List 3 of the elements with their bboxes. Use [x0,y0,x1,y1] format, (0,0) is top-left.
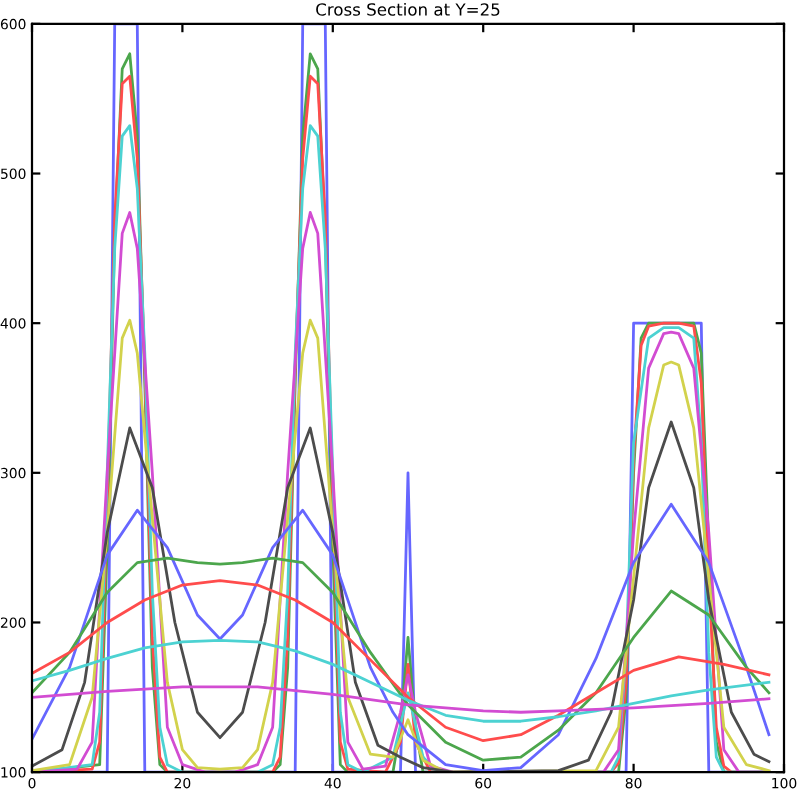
line-series [32,420,771,773]
line-series [32,318,771,773]
chart-title: Cross Section at Y=25 [316,2,500,16]
